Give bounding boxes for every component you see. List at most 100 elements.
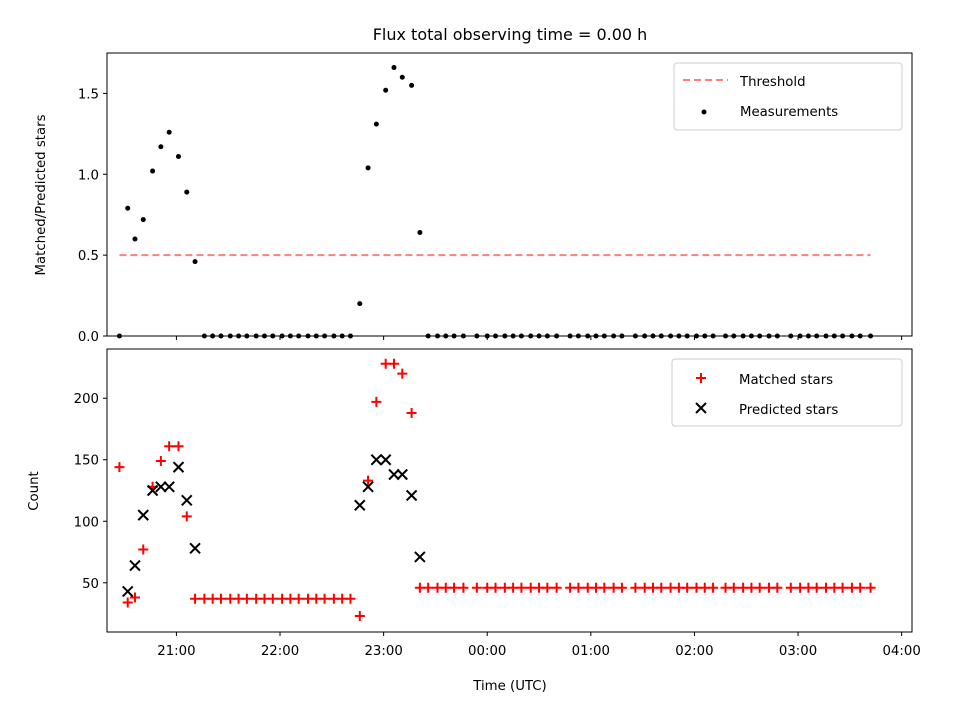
y-tick-label: 100 — [74, 515, 99, 530]
predicted-star-point — [129, 559, 141, 572]
matched-star-point — [241, 593, 252, 604]
matched-star-point — [708, 582, 719, 593]
ratio-panel: 0.0 0.5 1.0 1.5 Matched/Predicted stars Thr… — [34, 52, 913, 345]
matched-star-point — [599, 582, 610, 593]
measurement-point — [184, 189, 190, 195]
x-tick-label: 23:00 — [364, 644, 402, 659]
ratio-legend: Threshold Measurements — [673, 62, 903, 131]
predicted-star-point — [370, 454, 383, 466]
predicted-star-point — [181, 494, 193, 507]
predicted-star-point — [163, 481, 175, 493]
ratio-x-ticks — [175, 336, 903, 340]
chart-title: Flux total observing time = 0.00 h — [373, 25, 648, 44]
predicted-star-point — [122, 585, 134, 598]
measurement-point — [373, 121, 379, 127]
measurement-point — [357, 301, 363, 307]
x-tick-label: 02:00 — [675, 644, 713, 659]
matched-star-point — [865, 582, 876, 593]
matched-star-point — [371, 396, 382, 407]
matched-legend-swatch — [696, 373, 706, 383]
predicted-star-point — [362, 481, 374, 493]
matched-star-point — [656, 582, 667, 593]
measurement-point — [158, 144, 164, 150]
measurement-point — [150, 168, 156, 174]
count-legend: Matched stars Predicted stars — [671, 358, 903, 427]
matched-star-point — [406, 407, 417, 418]
predicted-star-point — [155, 481, 167, 493]
measurement-point — [365, 165, 371, 171]
matched-star-point — [345, 593, 356, 604]
measurements-legend-label: Measurements — [740, 105, 838, 120]
y-tick-label: 0.0 — [78, 330, 99, 345]
count-marks — [114, 358, 876, 622]
x-tick-label: 04:00 — [882, 644, 920, 659]
measurements-legend-swatch — [701, 109, 707, 115]
matched-legend-label: Matched stars — [739, 373, 833, 388]
matched-star-point — [181, 511, 192, 522]
ratio-axes-frame — [106, 52, 913, 337]
matched-star-point — [155, 455, 166, 466]
matched-star-point — [616, 582, 627, 593]
measurement-point — [391, 65, 397, 71]
matched-star-point — [682, 582, 693, 593]
matched-star-point — [173, 441, 184, 452]
measurement-point — [140, 217, 146, 223]
predicted-legend-swatch — [695, 402, 707, 414]
ratio-y-axis-label: Matched/Predicted stars — [34, 114, 49, 275]
matched-star-point — [363, 475, 374, 486]
predicted-star-point — [388, 468, 400, 481]
y-tick-label: 50 — [82, 577, 99, 592]
matched-star-point — [772, 582, 783, 593]
matched-star-point — [754, 582, 765, 593]
matched-star-point — [319, 593, 330, 604]
y-tick-label: 1.0 — [78, 168, 99, 183]
predicted-star-point — [379, 454, 392, 466]
x-tick-label: 01:00 — [572, 644, 610, 659]
count-legend-box — [671, 358, 903, 427]
measurement-point — [175, 153, 181, 159]
predicted-star-point — [189, 542, 201, 555]
predicted-star-point — [146, 484, 159, 497]
count-axes-frame — [106, 348, 913, 633]
predicted-star-point — [172, 461, 185, 473]
measurement-point — [132, 236, 138, 242]
matched-star-point — [129, 592, 140, 603]
matched-star-point — [811, 582, 822, 593]
count-y-ticks: 50 100 150 200 — [74, 392, 107, 592]
x-tick-label: 21:00 — [157, 644, 195, 659]
count-y-axis-label: Count — [27, 471, 42, 511]
x-tick-label: 22:00 — [261, 644, 299, 659]
predicted-legend-label: Predicted stars — [739, 403, 838, 418]
matched-star-point — [449, 582, 460, 593]
count-x-ticks: 21:00 22:00 23:00 00:00 01:00 02:00 03:00 04:00 — [157, 632, 921, 659]
x-axis-label: Time (UTC) — [472, 679, 547, 694]
matched-star-point — [164, 441, 175, 452]
measurement-point — [166, 129, 172, 135]
measurement-point — [399, 74, 405, 80]
matched-star-point — [471, 582, 482, 593]
matched-star-point — [190, 593, 201, 604]
matched-star-point — [388, 358, 399, 369]
measurement-point — [409, 82, 415, 88]
matched-star-point — [573, 582, 584, 593]
predicted-star-point — [137, 509, 149, 521]
predicted-star-point — [396, 468, 408, 481]
measurement-point — [417, 230, 423, 236]
x-tick-label: 03:00 — [779, 644, 817, 659]
matched-star-point — [423, 582, 434, 593]
y-tick-label: 0.5 — [78, 249, 99, 264]
predicted-star-point — [405, 489, 418, 502]
measurement-point — [192, 259, 198, 265]
ratio-legend-box — [673, 62, 903, 131]
matched-star-point — [855, 582, 866, 593]
matched-star-point — [490, 582, 501, 593]
matched-star-point — [837, 582, 848, 593]
matched-star-point — [542, 582, 553, 593]
matched-star-point — [785, 582, 796, 593]
matched-star-point — [122, 597, 133, 608]
matched-star-point — [630, 582, 641, 593]
matched-star-point — [551, 582, 562, 593]
measurement-point — [383, 87, 389, 93]
matched-star-point — [354, 611, 365, 622]
